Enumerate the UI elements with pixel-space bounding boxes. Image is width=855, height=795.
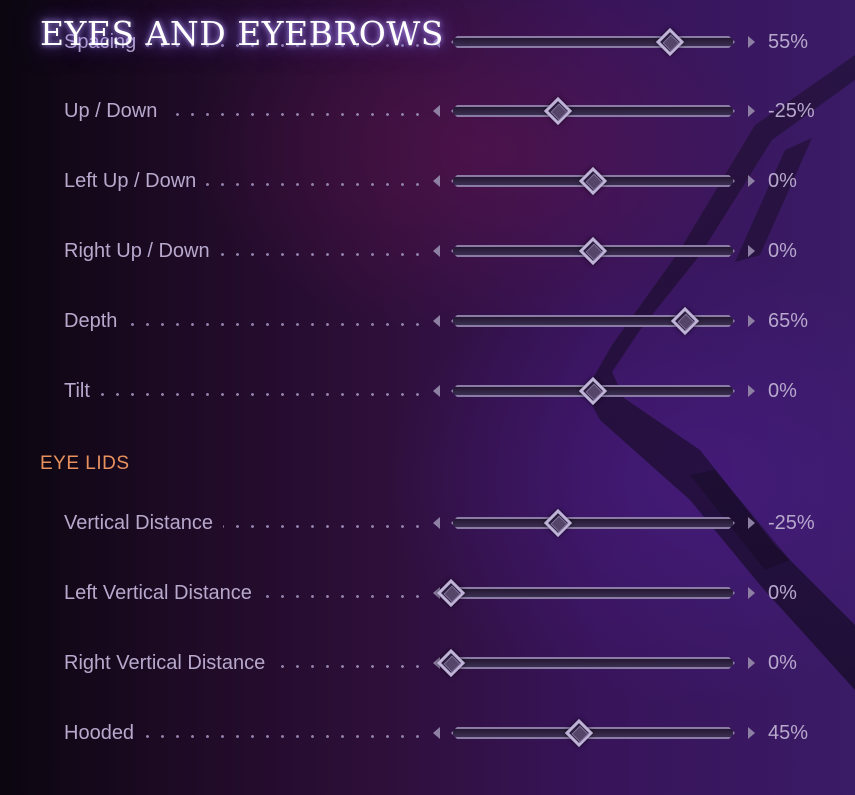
caret-right-icon[interactable] <box>748 517 755 529</box>
caret-left-icon[interactable] <box>433 385 440 397</box>
slider-label: Right Vertical Distance <box>64 652 266 674</box>
dotted-leader <box>100 393 425 396</box>
caret-right-icon[interactable] <box>748 36 755 48</box>
slider-row-vertical-distance: Vertical Distance -25% <box>0 503 855 543</box>
slider-row-up-down: Up / Down -25% <box>0 91 855 131</box>
caret-left-icon[interactable] <box>433 36 440 48</box>
slider-value: 0% <box>768 170 797 192</box>
dotted-leader <box>167 113 425 116</box>
dotted-leader <box>262 595 425 598</box>
slider-track[interactable] <box>451 657 735 669</box>
caret-right-icon[interactable] <box>748 587 755 599</box>
caret-right-icon[interactable] <box>748 657 755 669</box>
slider-label: Left Up / Down <box>64 170 197 192</box>
diamond-knob-icon[interactable] <box>578 376 608 406</box>
slider-value: 0% <box>768 652 797 674</box>
slider-track[interactable] <box>451 105 735 117</box>
slider-row-left-up-down: Left Up / Down 0% <box>0 161 855 201</box>
caret-right-icon[interactable] <box>748 175 755 187</box>
caret-left-icon[interactable] <box>433 727 440 739</box>
diamond-knob-icon[interactable] <box>564 718 594 748</box>
caret-left-icon[interactable] <box>433 315 440 327</box>
slider-value: 55% <box>768 31 809 53</box>
diamond-knob-icon[interactable] <box>543 508 573 538</box>
slider-value: 65% <box>768 310 809 332</box>
slider-row-spacing: Spacing 55% <box>0 22 855 62</box>
slider-track[interactable] <box>451 517 735 529</box>
slider-label: Up / Down <box>64 100 158 122</box>
slider-label: Left Vertical Distance <box>64 582 252 604</box>
slider-label: Spacing <box>64 31 137 53</box>
diamond-knob-icon[interactable] <box>670 306 700 336</box>
caret-right-icon[interactable] <box>748 727 755 739</box>
diamond-knob-icon[interactable] <box>655 27 685 57</box>
caret-left-icon[interactable] <box>433 587 440 599</box>
diamond-knob-icon[interactable] <box>578 236 608 266</box>
caret-left-icon[interactable] <box>433 517 440 529</box>
slider-track[interactable] <box>451 36 735 48</box>
slider-row-right-vertical-distance: Right Vertical Distance 0% <box>0 643 855 683</box>
slider-label: Right Up / Down <box>64 240 210 262</box>
caret-right-icon[interactable] <box>748 105 755 117</box>
diamond-knob-icon[interactable] <box>578 166 608 196</box>
slider-row-hooded: Hooded 45% <box>0 713 855 753</box>
slider-value: 0% <box>768 582 797 604</box>
dotted-leader <box>206 183 425 186</box>
slider-label: Depth <box>64 310 118 332</box>
slider-row-depth: Depth 65% <box>0 301 855 341</box>
slider-track[interactable] <box>451 315 735 327</box>
slider-track[interactable] <box>451 727 735 739</box>
slider-label: Tilt <box>64 380 90 402</box>
caret-right-icon[interactable] <box>748 385 755 397</box>
dotted-leader <box>275 665 425 668</box>
dotted-leader <box>223 525 425 528</box>
slider-row-tilt: Tilt 0% <box>0 371 855 411</box>
dotted-leader <box>144 735 425 738</box>
slider-value: 0% <box>768 380 797 402</box>
slider-row-right-up-down: Right Up / Down 0% <box>0 231 855 271</box>
slider-track[interactable] <box>451 587 735 599</box>
slider-row-left-vertical-distance: Left Vertical Distance 0% <box>0 573 855 613</box>
caret-right-icon[interactable] <box>748 245 755 257</box>
slider-value: -25% <box>768 512 815 534</box>
slider-value: 45% <box>768 722 809 744</box>
caret-right-icon[interactable] <box>748 315 755 327</box>
diamond-knob-icon[interactable] <box>543 96 573 126</box>
caret-left-icon[interactable] <box>433 245 440 257</box>
slider-label: Hooded <box>64 722 135 744</box>
slider-value: -25% <box>768 100 815 122</box>
dotted-leader <box>146 44 425 47</box>
dotted-leader <box>127 323 425 326</box>
diamond-knob-icon[interactable] <box>436 648 466 678</box>
section-title-eye-lids: EYE LIDS <box>40 453 130 474</box>
dotted-leader <box>220 253 425 256</box>
page-title: EYES AND EYEBROWS <box>40 14 444 53</box>
caret-left-icon[interactable] <box>433 657 440 669</box>
caret-left-icon[interactable] <box>433 105 440 117</box>
diamond-knob-icon[interactable] <box>436 578 466 608</box>
caret-left-icon[interactable] <box>433 175 440 187</box>
slider-value: 0% <box>768 240 797 262</box>
slider-label: Vertical Distance <box>64 512 213 534</box>
